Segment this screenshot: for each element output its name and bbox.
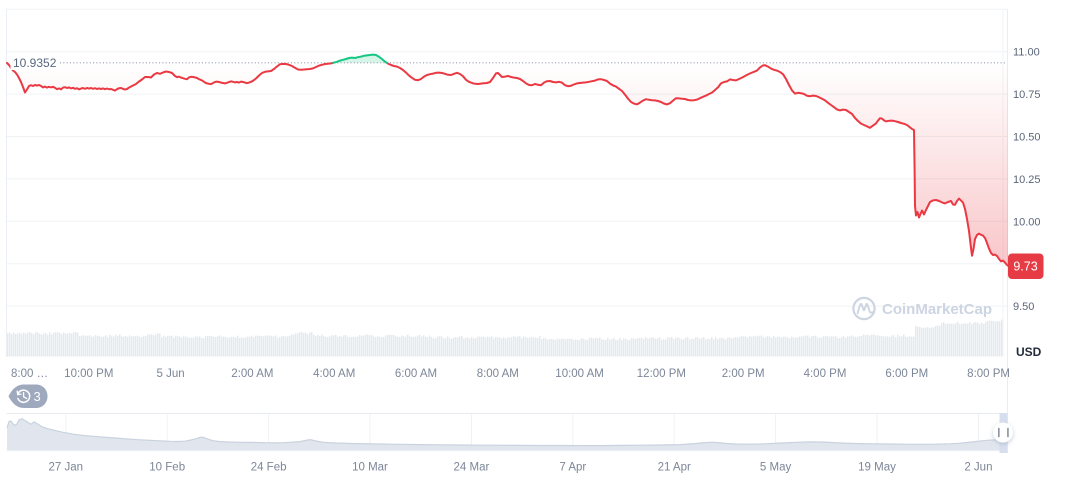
svg-text:6:00 AM: 6:00 AM bbox=[395, 368, 437, 380]
svg-text:8:00 AM: 8:00 AM bbox=[477, 368, 519, 380]
svg-text:6:00 PM: 6:00 PM bbox=[885, 368, 928, 380]
svg-text:3: 3 bbox=[34, 389, 41, 404]
svg-text:24 Mar: 24 Mar bbox=[454, 462, 490, 474]
svg-text:10.50: 10.50 bbox=[1013, 132, 1041, 144]
svg-text:8:00 PM: 8:00 PM bbox=[967, 368, 1010, 380]
svg-text:10:00 PM: 10:00 PM bbox=[64, 368, 113, 380]
svg-text:9.73: 9.73 bbox=[1013, 260, 1037, 274]
svg-text:10 Mar: 10 Mar bbox=[352, 462, 388, 474]
svg-text:2 Jun: 2 Jun bbox=[964, 462, 992, 474]
svg-text:10:00 AM: 10:00 AM bbox=[555, 368, 604, 380]
svg-text:5 May: 5 May bbox=[760, 462, 792, 474]
svg-text:7 Apr: 7 Apr bbox=[559, 462, 586, 474]
svg-text:11.00: 11.00 bbox=[1013, 47, 1040, 59]
svg-text:USD: USD bbox=[1016, 345, 1042, 359]
svg-text:5 Jun: 5 Jun bbox=[157, 368, 185, 380]
svg-text:2:00 AM: 2:00 AM bbox=[231, 368, 273, 380]
svg-text:10.9352: 10.9352 bbox=[13, 56, 57, 70]
svg-text:4:00 PM: 4:00 PM bbox=[804, 368, 847, 380]
svg-text:27 Jan: 27 Jan bbox=[49, 462, 84, 474]
svg-text:10 Feb: 10 Feb bbox=[149, 462, 185, 474]
svg-text:10.00: 10.00 bbox=[1013, 216, 1041, 228]
svg-text:8:00 …: 8:00 … bbox=[11, 368, 48, 380]
svg-text:CoinMarketCap: CoinMarketCap bbox=[882, 301, 992, 318]
svg-text:21 Apr: 21 Apr bbox=[658, 462, 691, 474]
svg-text:10.25: 10.25 bbox=[1013, 174, 1041, 186]
svg-text:2:00 PM: 2:00 PM bbox=[722, 368, 765, 380]
svg-text:9.50: 9.50 bbox=[1013, 301, 1034, 313]
svg-text:12:00 PM: 12:00 PM bbox=[637, 368, 686, 380]
svg-text:4:00 AM: 4:00 AM bbox=[313, 368, 355, 380]
svg-text:19 May: 19 May bbox=[858, 462, 896, 474]
svg-text:10.75: 10.75 bbox=[1013, 89, 1041, 101]
svg-text:24 Feb: 24 Feb bbox=[251, 462, 287, 474]
